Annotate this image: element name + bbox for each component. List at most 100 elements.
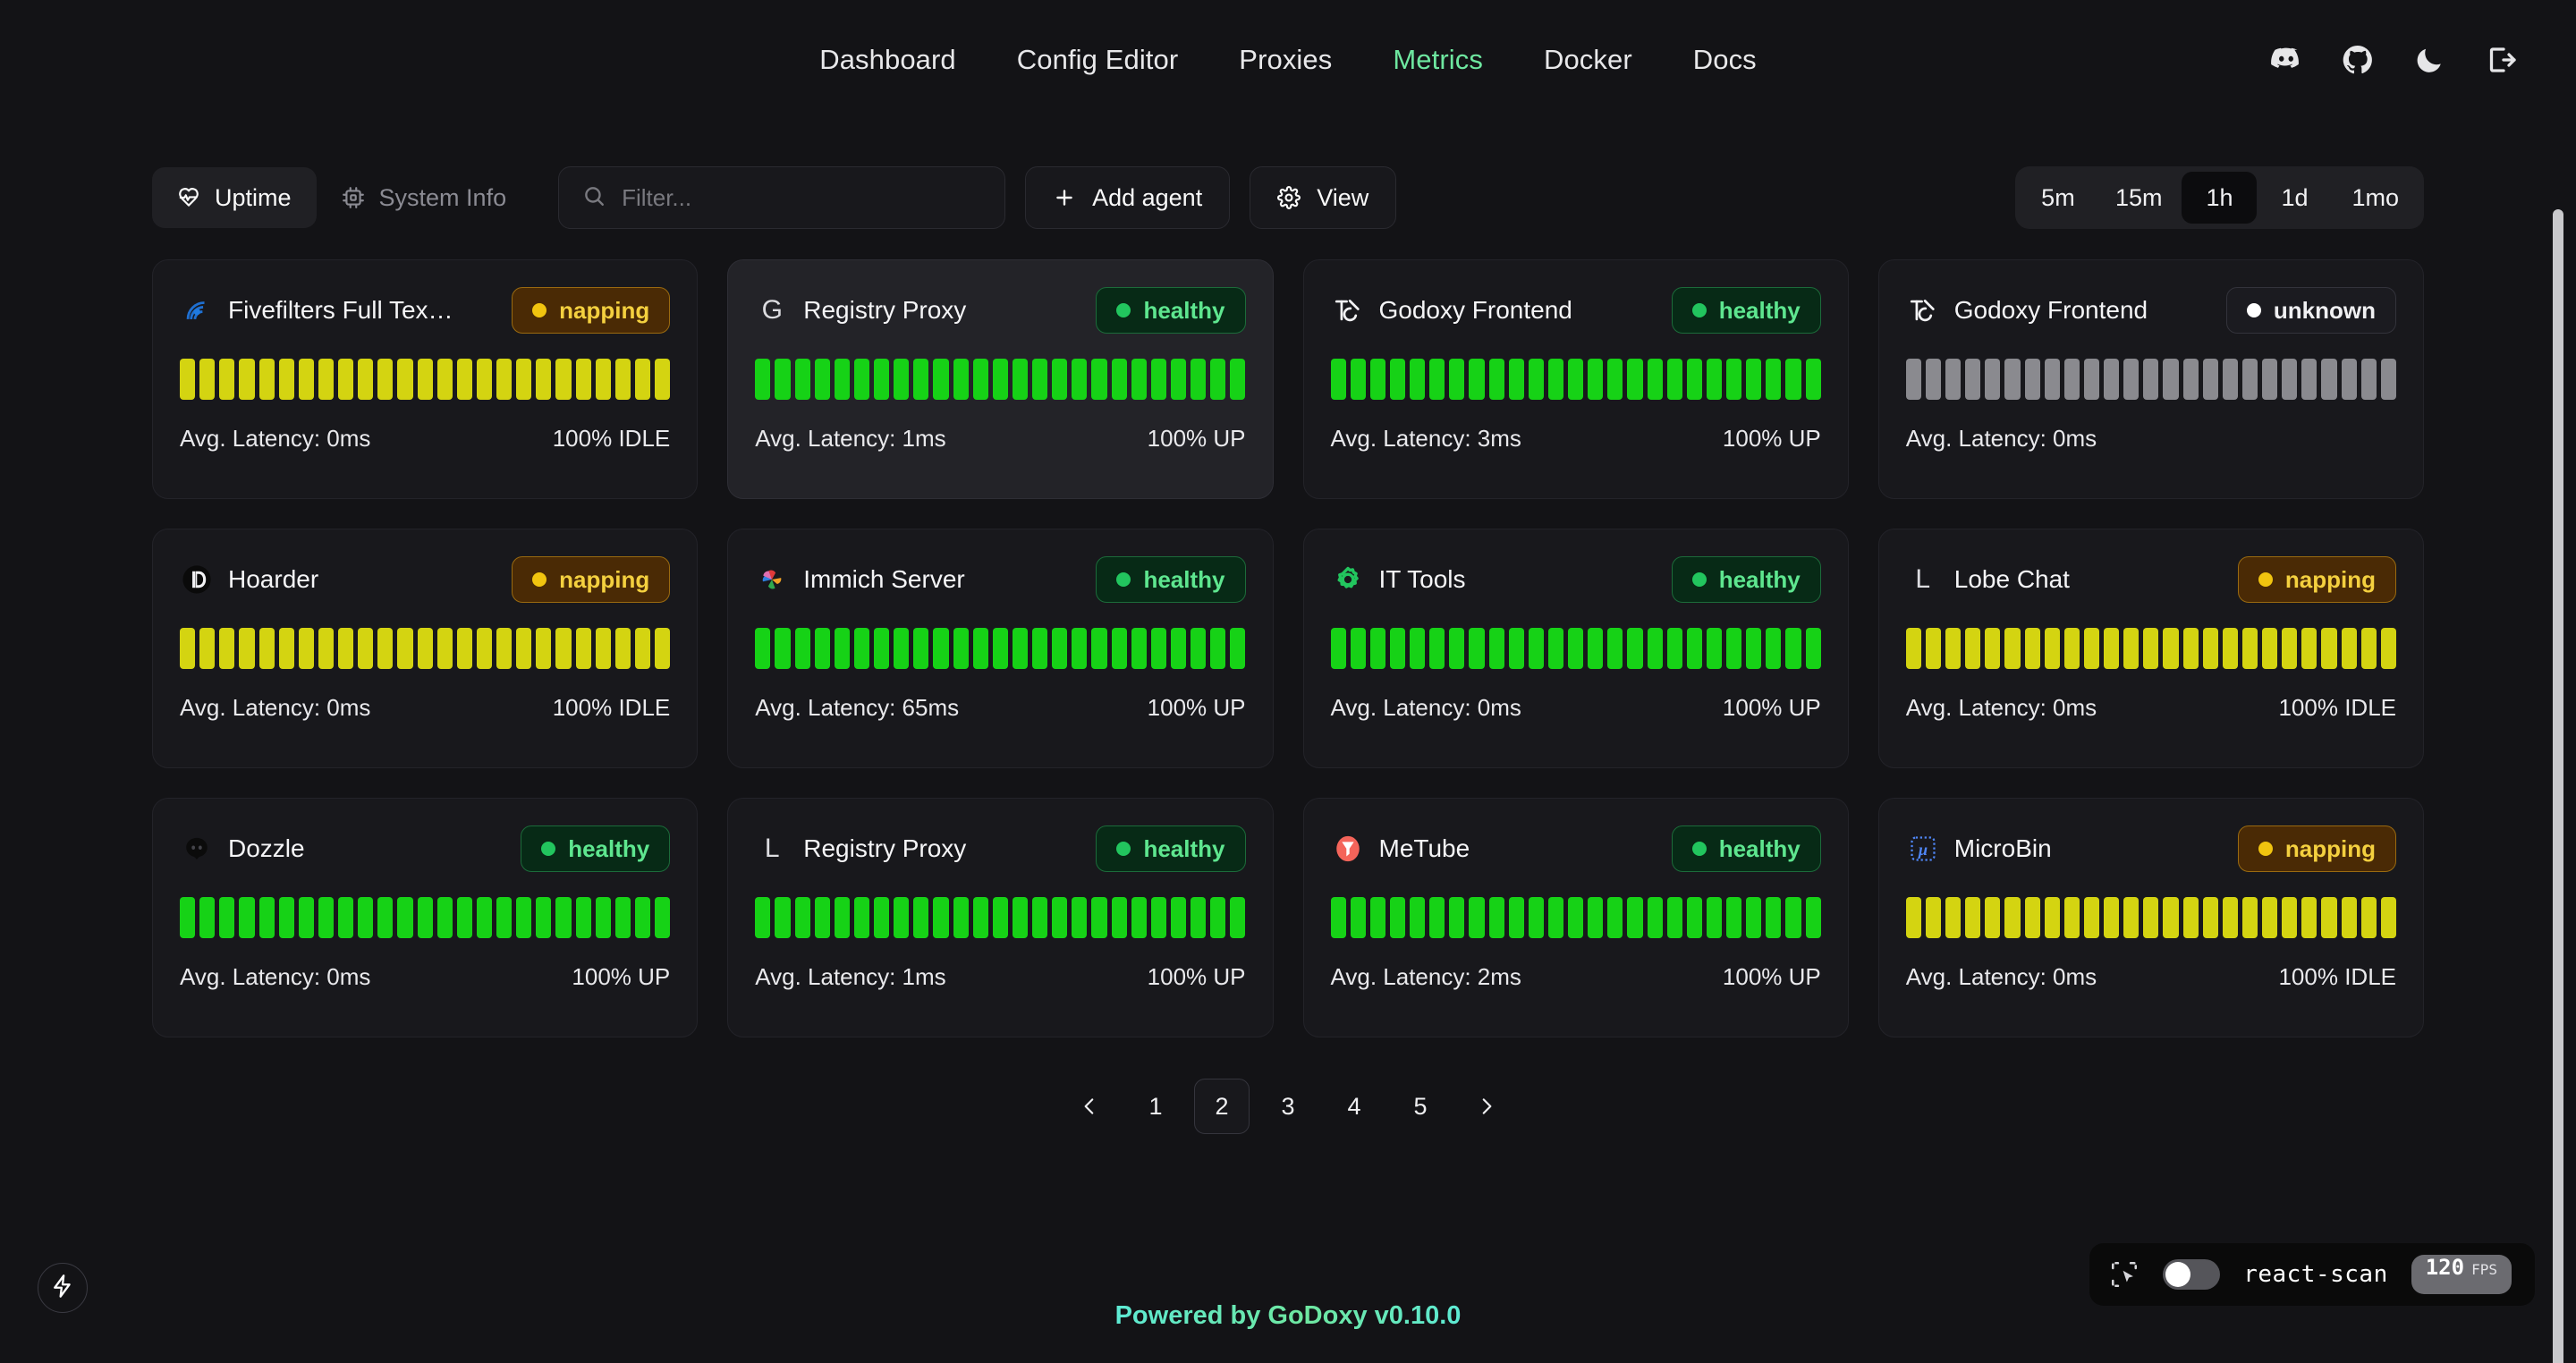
uptime-bar[interactable] [2360, 897, 2377, 938]
uptime-bar[interactable] [1746, 359, 1762, 400]
nav-link-proxies[interactable]: Proxies [1239, 44, 1333, 75]
uptime-bar[interactable] [2380, 359, 2396, 400]
uptime-bar[interactable] [634, 628, 650, 669]
uptime-bar[interactable] [2143, 628, 2159, 669]
chevron-right-icon[interactable] [1459, 1079, 1514, 1134]
uptime-bar[interactable] [1170, 359, 1186, 400]
uptime-bar[interactable] [1410, 359, 1426, 400]
uptime-bar[interactable] [2123, 897, 2140, 938]
uptime-bar[interactable] [1410, 628, 1426, 669]
uptime-bar[interactable] [614, 628, 631, 669]
uptime-bar[interactable] [1469, 359, 1485, 400]
filter-input[interactable]: Filter... [558, 166, 1006, 229]
uptime-bar[interactable] [2024, 359, 2040, 400]
uptime-bar[interactable] [2063, 359, 2080, 400]
service-card[interactable]: μ MicroBin napping Avg. Latency: 0ms 100% ID… [1877, 798, 2424, 1037]
service-card[interactable]: Dozzle healthy Avg. Latency: 0ms 100% UP [152, 798, 699, 1037]
uptime-bar[interactable] [794, 897, 810, 938]
uptime-bar[interactable] [239, 359, 255, 400]
uptime-bar[interactable] [775, 359, 791, 400]
uptime-bar[interactable] [913, 359, 929, 400]
uptime-bar[interactable] [1350, 897, 1366, 938]
nav-link-dashboard[interactable]: Dashboard [819, 44, 956, 75]
uptime-bar[interactable] [1508, 359, 1524, 400]
add-agent-button[interactable]: Add agent [1025, 166, 1231, 229]
uptime-bar[interactable] [1945, 359, 1962, 400]
page-button-2[interactable]: 2 [1194, 1079, 1250, 1134]
uptime-bar[interactable] [417, 359, 433, 400]
uptime-bar[interactable] [2241, 897, 2258, 938]
uptime-bar[interactable] [1072, 628, 1088, 669]
uptime-bar[interactable] [2044, 628, 2060, 669]
uptime-bar[interactable] [755, 628, 771, 669]
uptime-bar[interactable] [1389, 359, 1405, 400]
uptime-bar[interactable] [1785, 359, 1801, 400]
uptime-bar[interactable] [1350, 628, 1366, 669]
uptime-bar[interactable] [2163, 628, 2179, 669]
nav-link-docs[interactable]: Docs [1692, 44, 1757, 75]
uptime-bar[interactable] [972, 897, 988, 938]
uptime-bar[interactable] [972, 628, 988, 669]
uptime-bar[interactable] [1469, 897, 1485, 938]
uptime-bar[interactable] [853, 359, 869, 400]
uptime-bar[interactable] [1945, 897, 1962, 938]
uptime-bar[interactable] [933, 628, 949, 669]
uptime-bar[interactable] [1508, 628, 1524, 669]
uptime-bar[interactable] [2202, 628, 2218, 669]
uptime-bar[interactable] [456, 628, 472, 669]
uptime-bar[interactable] [180, 359, 196, 400]
uptime-bar[interactable] [614, 897, 631, 938]
uptime-bar[interactable] [417, 897, 433, 938]
uptime-bar[interactable] [1607, 897, 1623, 938]
uptime-bar[interactable] [555, 359, 572, 400]
uptime-bar[interactable] [397, 897, 413, 938]
uptime-bar[interactable] [1588, 628, 1604, 669]
footer-powered-by[interactable]: Powered by GoDoxy v0.10.0 [1114, 1301, 1462, 1330]
uptime-bar[interactable] [1627, 628, 1643, 669]
uptime-bar[interactable] [2083, 628, 2099, 669]
range-option-1d[interactable]: 1d [2281, 183, 2309, 211]
uptime-bar[interactable] [1627, 359, 1643, 400]
uptime-bar[interactable] [913, 628, 929, 669]
uptime-bar[interactable] [575, 897, 591, 938]
uptime-bar[interactable] [2222, 628, 2238, 669]
uptime-bar[interactable] [1905, 628, 1921, 669]
uptime-bar[interactable] [1350, 359, 1366, 400]
uptime-bar[interactable] [278, 897, 294, 938]
uptime-bar[interactable] [555, 897, 572, 938]
uptime-bar[interactable] [516, 628, 532, 669]
uptime-bar[interactable] [775, 897, 791, 938]
uptime-bar[interactable] [1449, 359, 1465, 400]
uptime-bar[interactable] [456, 897, 472, 938]
uptime-bar[interactable] [2143, 897, 2159, 938]
uptime-bar[interactable] [1706, 359, 1722, 400]
uptime-bar[interactable] [2222, 897, 2238, 938]
uptime-bar[interactable] [1528, 359, 1544, 400]
uptime-bar[interactable] [1389, 897, 1405, 938]
uptime-bar[interactable] [180, 628, 196, 669]
uptime-bar[interactable] [1726, 897, 1742, 938]
uptime-bar[interactable] [2104, 897, 2120, 938]
uptime-bar[interactable] [2163, 897, 2179, 938]
uptime-bar[interactable] [1766, 897, 1782, 938]
service-card[interactable]: MeTube healthy Avg. Latency: 2ms 100% UP [1302, 798, 1849, 1037]
uptime-bar[interactable] [2360, 628, 2377, 669]
uptime-bar[interactable] [1369, 628, 1385, 669]
uptime-bar[interactable] [1330, 359, 1346, 400]
uptime-bar[interactable] [1210, 897, 1226, 938]
uptime-bar[interactable] [358, 628, 374, 669]
uptime-bar[interactable] [2063, 628, 2080, 669]
nav-link-docker[interactable]: Docker [1543, 44, 1632, 75]
uptime-bar[interactable] [1528, 628, 1544, 669]
uptime-bar[interactable] [1726, 628, 1742, 669]
uptime-bar[interactable] [595, 897, 611, 938]
uptime-bar[interactable] [436, 628, 453, 669]
uptime-bar[interactable] [2004, 628, 2021, 669]
uptime-bar[interactable] [1191, 359, 1207, 400]
uptime-bar[interactable] [1111, 359, 1127, 400]
uptime-bar[interactable] [258, 359, 275, 400]
uptime-bar[interactable] [575, 628, 591, 669]
uptime-bar[interactable] [1369, 359, 1385, 400]
uptime-bar[interactable] [476, 359, 492, 400]
uptime-bar[interactable] [1666, 359, 1682, 400]
